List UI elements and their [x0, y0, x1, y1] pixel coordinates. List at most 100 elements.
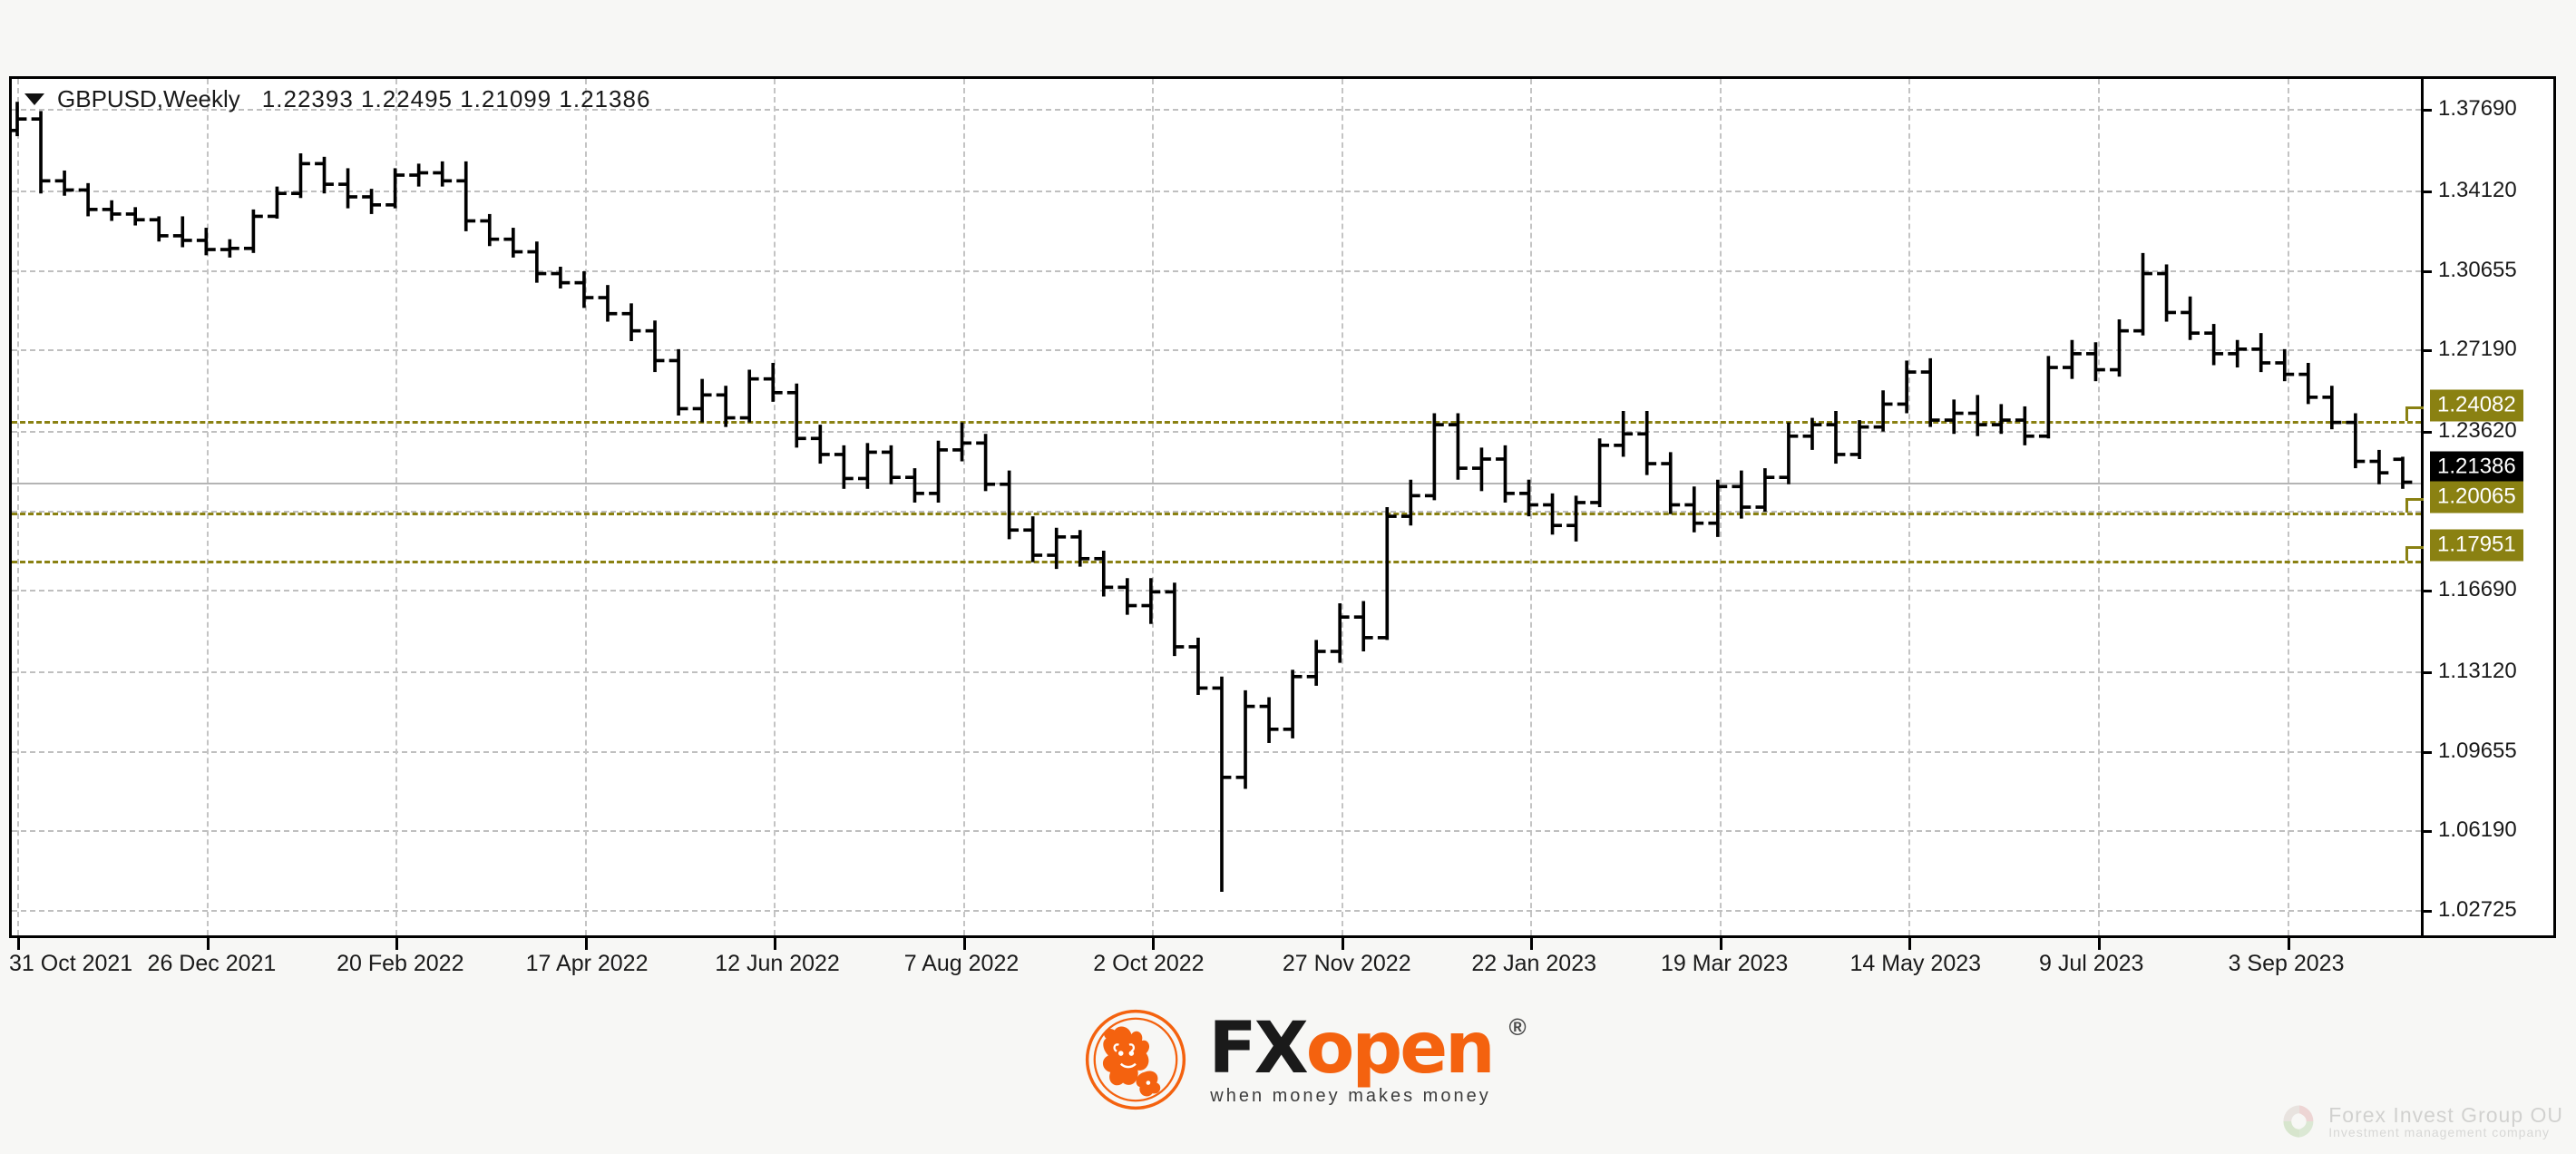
gridline-vertical: [1341, 79, 1343, 935]
triangle-down-icon[interactable]: [24, 93, 44, 105]
ohlc-bar: [882, 445, 901, 484]
date-axis-label: 2 Oct 2022: [1093, 951, 1205, 976]
ohlc-bar: [1448, 413, 1468, 480]
date-tick: [774, 938, 777, 950]
ohlc-bar: [1802, 417, 1822, 450]
price-level-tag[interactable]: 1.24082: [2430, 389, 2523, 422]
ohlc-bar: [2369, 449, 2389, 484]
date-axis-label: 26 Dec 2021: [147, 951, 277, 976]
gridline-horizontal: [12, 909, 2421, 912]
ohlc-bar: [2181, 296, 2200, 340]
date-axis-label: 12 Jun 2022: [715, 951, 840, 976]
ohlc-bar: [1377, 507, 1397, 641]
brand-open-text: open: [1305, 1007, 1496, 1090]
registered-trademark-icon: ®: [1508, 1012, 1526, 1041]
date-axis-label: 20 Feb 2022: [337, 951, 464, 976]
gridline-vertical: [1719, 79, 1722, 935]
ohlc-bar: [385, 168, 405, 209]
chart-header: GBPUSD,Weekly 1.22393 1.22495 1.21099 1.…: [24, 85, 650, 113]
chart-window[interactable]: 1.37690 1.34120 1.30655 1.27190 1.23620 1.166…: [9, 76, 2556, 938]
gridline-horizontal: [12, 269, 2421, 272]
price-level-line: [12, 561, 2421, 564]
ohlc-bar: [1424, 413, 1444, 501]
ohlc-bar: [1684, 486, 1704, 533]
date-tick: [962, 938, 966, 950]
ohlc-bar: [315, 156, 334, 194]
date-axis[interactable]: 31 Oct 2021 26 Dec 2021 20 Feb 2022 17 Apr …: [9, 938, 2556, 978]
ohlc-bar: [1094, 550, 1114, 597]
ohlc-bar: [2015, 406, 2034, 445]
ohlc-bar: [172, 216, 192, 248]
ohlc-bar: [220, 239, 239, 258]
date-tick: [17, 938, 20, 950]
price-level-marker: [2405, 546, 2424, 562]
price-axis-tick: [2424, 909, 2432, 913]
bull-head-circle-icon: [1086, 1009, 1186, 1110]
price-level-tag[interactable]: 1.20065: [2430, 481, 2523, 513]
ohlc-bar: [1590, 438, 1610, 507]
price-level-tag[interactable]: 1.17951: [2430, 529, 2523, 562]
price-axis-tick: [2424, 269, 2432, 273]
price-axis-label: 1.27190: [2438, 337, 2517, 362]
ohlc-bar: [1235, 689, 1255, 789]
gridline-vertical: [206, 79, 209, 935]
ohlc-bar: [1543, 493, 1562, 535]
gridline-horizontal: [12, 510, 2421, 513]
price-level-line: [12, 420, 2421, 424]
gridline-horizontal: [12, 830, 2421, 833]
ohlc-bar: [2393, 456, 2413, 489]
ohlc-bar: [952, 422, 971, 462]
ohlc-bar: [2204, 324, 2224, 366]
gridline-vertical: [774, 79, 776, 935]
ohlc-bar: [362, 189, 381, 214]
price-axis-label: 1.37690: [2438, 96, 2517, 122]
date-tick: [584, 938, 588, 950]
ohlc-bar: [1991, 404, 2011, 435]
gridline-vertical: [1530, 79, 1533, 935]
ohlc-bar: [1873, 390, 1893, 432]
gridline-vertical: [2098, 79, 2101, 935]
date-axis-label: 22 Jan 2023: [1471, 951, 1597, 976]
ohlc-values-label: 1.22393 1.22495 1.21099 1.21386: [261, 85, 651, 112]
price-axis-tick: [2424, 590, 2432, 593]
ohlc-bar: [786, 383, 806, 448]
ohlc-bar: [2298, 362, 2318, 405]
price-axis[interactable]: 1.37690 1.34120 1.30655 1.27190 1.23620 1.166…: [2405, 79, 2553, 935]
plot-area[interactable]: [12, 79, 2421, 935]
ohlc-bar: [1165, 582, 1185, 657]
ohlc-bar: [2038, 356, 2058, 439]
ohlc-bar: [1188, 637, 1208, 695]
price-axis-tick: [2424, 109, 2432, 112]
ohlc-bar: [1826, 410, 1846, 465]
gridline-horizontal: [12, 191, 2421, 193]
ohlc-bar: [2346, 413, 2366, 469]
ohlc-bar: [527, 241, 547, 283]
ohlc-bar: [409, 163, 429, 187]
ohlc-bar: [1967, 395, 1987, 436]
price-axis-label: 1.23620: [2438, 418, 2517, 444]
watermark-title: Forex Invest Group OU: [2328, 1102, 2563, 1127]
fxopen-logo: FXopen ® when money makes money: [0, 1007, 2576, 1112]
gridline-vertical: [962, 79, 965, 935]
date-axis-label: 14 May 2023: [1849, 951, 1982, 976]
ohlc-bar: [456, 161, 476, 231]
current-price-tag[interactable]: 1.21386: [2430, 451, 2523, 484]
symbol-timeframe-label: GBPUSD,Weekly: [57, 85, 240, 112]
ohlc-bar: [31, 111, 51, 194]
date-tick: [1530, 938, 1534, 950]
current-price-line: [12, 482, 2421, 484]
price-axis-label: 1.16690: [2438, 577, 2517, 602]
ohlc-bar: [598, 285, 618, 322]
gridline-horizontal: [12, 109, 2421, 112]
ohlc-bar: [2157, 264, 2176, 322]
price-axis-tick: [2424, 431, 2432, 435]
ohlc-bar: [1400, 479, 1420, 526]
ohlc-bar: [2110, 319, 2129, 377]
gridline-vertical: [395, 79, 398, 935]
fxopen-wordmark: FXopen ® when money makes money: [1208, 1013, 1526, 1107]
date-axis-label: 9 Jul 2023: [2039, 951, 2144, 976]
ohlc-bar: [739, 369, 759, 423]
ohlc-bar: [1566, 495, 1586, 542]
price-axis-tick: [2424, 191, 2432, 194]
ohlc-bar: [1117, 578, 1137, 615]
